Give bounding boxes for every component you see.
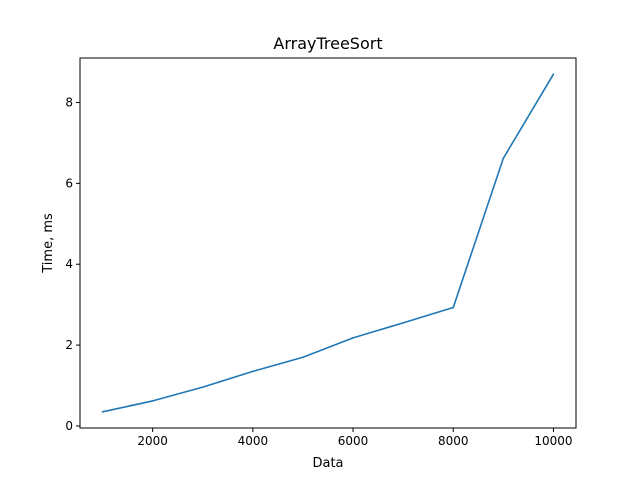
x-tick-label: 4000 — [238, 434, 269, 448]
data-point — [302, 356, 304, 359]
y-tick-label: 4 — [65, 257, 73, 271]
chart-title: ArrayTreeSort — [273, 34, 382, 53]
data-point — [402, 322, 404, 324]
data-point — [452, 306, 455, 309]
y-axis-label: Time, ms — [41, 213, 56, 274]
y-tick-label: 0 — [65, 419, 73, 433]
data-point — [502, 157, 505, 160]
x-tick-label: 6000 — [338, 434, 369, 448]
series-layer — [101, 73, 555, 413]
x-tick-label: 2000 — [137, 434, 168, 448]
y-tick-label: 8 — [65, 95, 73, 109]
data-point — [201, 386, 204, 388]
data-point — [151, 400, 154, 402]
data-point — [552, 73, 555, 75]
data-point — [252, 370, 254, 373]
x-axis-label: Data — [312, 456, 343, 471]
x-tick-label: 8000 — [438, 434, 469, 448]
series-line — [102, 73, 555, 413]
y-tick-label: 2 — [65, 338, 73, 352]
plot-frame — [79, 57, 577, 429]
data-point — [101, 411, 104, 413]
y-tick-label: 6 — [65, 176, 73, 190]
plot-background — [80, 58, 576, 428]
x-tick-label: 10000 — [534, 434, 572, 448]
ticks-layer: 2000 4000 6000 8000 10000 0 2 4 6 8 — [65, 95, 572, 448]
data-point — [352, 337, 354, 339]
